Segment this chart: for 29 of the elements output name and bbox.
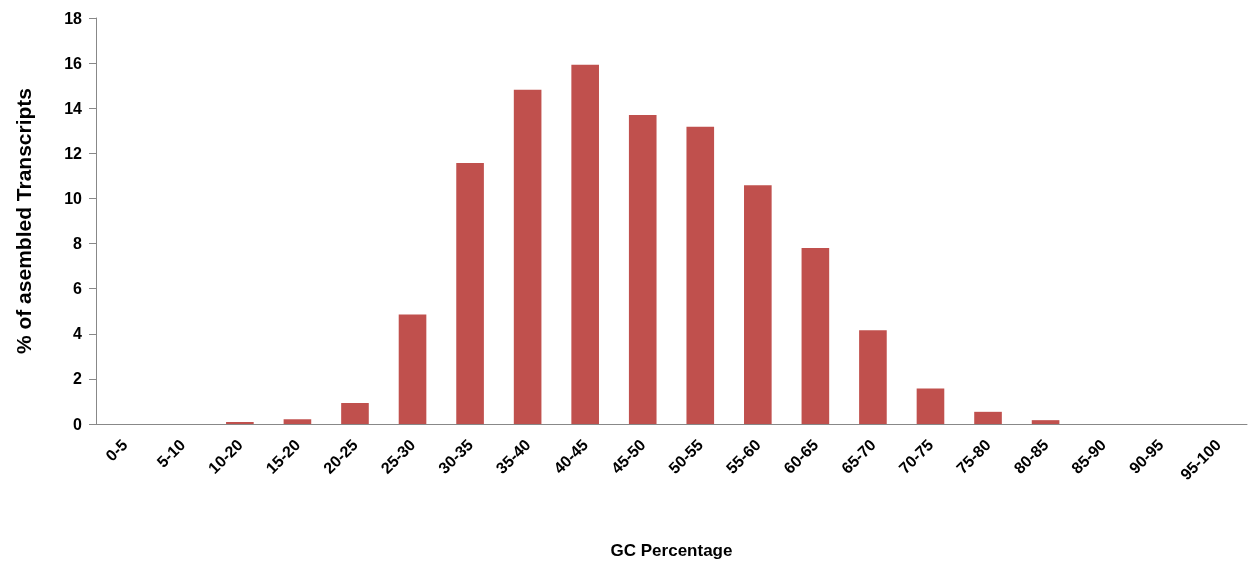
bar: [341, 403, 369, 424]
y-axis-title: % of asembled Transcripts: [12, 87, 35, 355]
y-tick-label: 0: [73, 415, 83, 433]
bar: [226, 421, 254, 424]
bar: [283, 419, 312, 424]
bar: [859, 330, 887, 424]
y-tick-label: 16: [64, 54, 83, 72]
y-tick-label: 10: [64, 189, 83, 207]
bar: [744, 185, 772, 424]
y-tick-label: 4: [73, 325, 83, 343]
bar: [974, 411, 1002, 424]
x-tick-label: 5-10: [153, 435, 189, 471]
x-axis-title: GC Percentage: [610, 541, 733, 560]
bar: [1031, 420, 1060, 424]
bar: [571, 64, 599, 424]
y-tick-label: 14: [64, 99, 83, 117]
bar: [686, 126, 715, 424]
bar: [801, 248, 830, 424]
x-tick-label: 0-5: [102, 435, 131, 465]
bar: [398, 314, 427, 424]
y-tick-label: 12: [64, 144, 83, 162]
bar: [916, 388, 945, 424]
y-tick-label: 2: [73, 370, 83, 388]
y-tick-label: 6: [73, 280, 83, 298]
bar: [456, 163, 484, 424]
y-tick-label: 18: [64, 9, 83, 27]
y-tick-label: 8: [73, 235, 83, 253]
bar: [513, 89, 542, 424]
bar: [628, 114, 657, 424]
